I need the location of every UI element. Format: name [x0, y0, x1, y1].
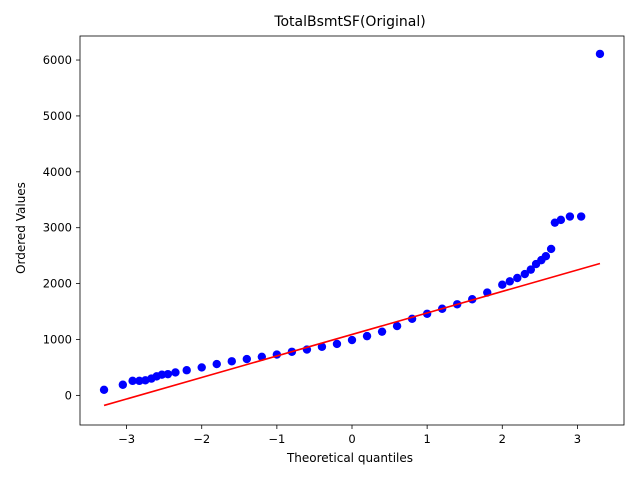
data-point: [197, 363, 206, 372]
x-tick-label: −1: [268, 432, 285, 446]
x-tick-label: −3: [118, 432, 135, 446]
x-axis: −3 −2 −1 0 1 2 3: [118, 425, 581, 446]
data-point: [362, 331, 372, 341]
data-point: [128, 376, 137, 386]
data-point: [526, 265, 536, 274]
y-tick-label: 2000: [43, 277, 72, 291]
y-tick-label: 6000: [43, 53, 72, 67]
data-point: [118, 380, 128, 389]
data-point: [576, 212, 586, 221]
data-point: [242, 354, 252, 364]
data-point: [212, 359, 221, 369]
data-point: [135, 376, 144, 386]
x-tick-label: 0: [348, 432, 355, 446]
x-tick-label: −2: [193, 432, 210, 446]
chart-title: TotalBsmtSF(Original): [273, 14, 425, 30]
data-point: [377, 327, 387, 336]
plot-frame: [79, 35, 625, 426]
data-point: [556, 215, 566, 225]
x-tick-label: 2: [499, 432, 506, 446]
data-point: [227, 357, 236, 366]
plot-area: [99, 49, 605, 407]
data-point: [595, 49, 605, 59]
data-point: [347, 335, 357, 345]
data-point: [546, 244, 556, 254]
y-axis-label: Ordered Values: [14, 182, 28, 274]
y-tick-label: 4000: [43, 165, 72, 179]
x-tick-label: 3: [574, 432, 581, 446]
y-tick-label: 0: [65, 388, 72, 402]
data-point: [317, 342, 327, 351]
data-point: [565, 212, 575, 221]
data-point: [99, 385, 109, 394]
y-tick-label: 1000: [43, 332, 72, 346]
y-tick-label: 5000: [43, 109, 72, 123]
data-point: [541, 252, 551, 261]
data-point: [513, 273, 522, 283]
x-axis-label: Theoretical quantiles: [286, 451, 413, 465]
x-tick-label: 1: [423, 432, 430, 446]
data-point: [182, 366, 191, 375]
data-point: [392, 321, 402, 331]
fit-line: [103, 262, 601, 407]
y-axis: 0 1000 2000 3000 4000 5000 6000: [43, 53, 80, 402]
data-point: [171, 368, 180, 377]
y-tick-label: 3000: [43, 221, 72, 235]
data-point: [505, 277, 514, 286]
data-point: [498, 280, 507, 289]
data-point: [332, 339, 342, 349]
data-point: [157, 370, 167, 379]
data-point: [163, 369, 173, 379]
data-point: [520, 269, 530, 279]
